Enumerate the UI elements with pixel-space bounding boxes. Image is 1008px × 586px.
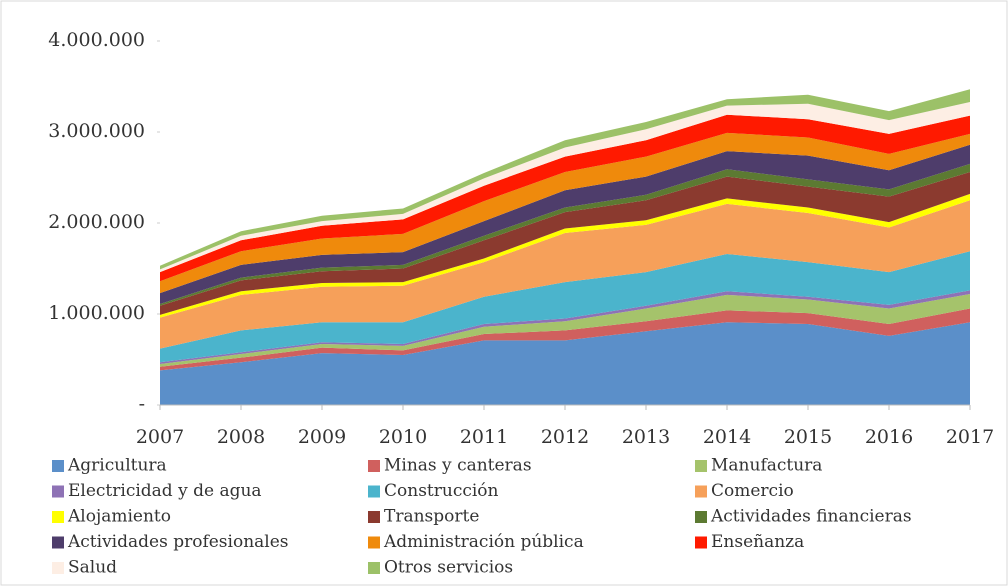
x-tick-label: 2013 — [622, 426, 670, 448]
legend-swatch — [695, 536, 707, 549]
legend-label: Otros servicios — [384, 558, 513, 578]
legend-label: Enseñanza — [711, 532, 804, 552]
x-tick-label: 2009 — [298, 426, 346, 448]
legend-swatch — [695, 460, 707, 472]
area — [160, 293, 970, 367]
legend-label: Administración pública — [383, 532, 584, 552]
x-tick-label: 2016 — [865, 426, 913, 448]
legend-label: Agricultura — [67, 456, 167, 476]
legend-swatch — [695, 485, 707, 498]
legend-label: Alojamiento — [67, 507, 171, 527]
legend-swatch — [368, 511, 380, 523]
x-tick-label: 2015 — [784, 426, 832, 448]
area — [160, 132, 970, 294]
legend-label: Transporte — [384, 507, 479, 527]
legend-label: Actividades financieras — [710, 507, 912, 527]
area — [160, 251, 970, 363]
legend-swatch — [368, 485, 380, 498]
legend-label: Actividades profesionales — [67, 532, 289, 552]
area — [160, 172, 970, 315]
legend-label: Construcción — [384, 481, 499, 501]
x-tick-label: 2007 — [136, 426, 184, 448]
legend-swatch — [52, 485, 64, 498]
area — [160, 200, 970, 349]
x-tick-label: 2011 — [460, 426, 508, 448]
y-tick-label: 2.000.000 — [48, 211, 145, 233]
x-tick-label: 2017 — [946, 426, 994, 448]
legend-swatch — [368, 562, 380, 574]
legend-swatch — [368, 460, 380, 472]
legend-label: Salud — [68, 558, 117, 578]
legend-swatch — [695, 511, 707, 523]
area — [160, 308, 970, 371]
x-tick-label: 2008 — [217, 426, 265, 448]
legend-label: Manufactura — [711, 456, 822, 476]
x-tick-label: 2012 — [541, 426, 589, 448]
legend-swatch — [52, 460, 64, 472]
y-tick-label: 4.000.000 — [48, 29, 145, 51]
y-tick-label: 3.000.000 — [48, 120, 145, 142]
legend-swatch — [52, 562, 64, 574]
x-tick-label: 2010 — [379, 426, 427, 448]
area — [160, 144, 970, 304]
legend-swatch — [368, 536, 380, 549]
y-tick-label: 1.000.000 — [48, 302, 145, 324]
legend-swatch — [52, 511, 64, 523]
y-tick-label: - — [139, 393, 145, 415]
legend-label: Minas y canteras — [384, 456, 532, 476]
x-tick-label: 2014 — [703, 426, 751, 448]
legend-swatch — [52, 536, 64, 549]
legend-label: Electricidad y de agua — [68, 481, 262, 501]
legend-label: Comercio — [711, 481, 794, 501]
area — [160, 322, 970, 405]
